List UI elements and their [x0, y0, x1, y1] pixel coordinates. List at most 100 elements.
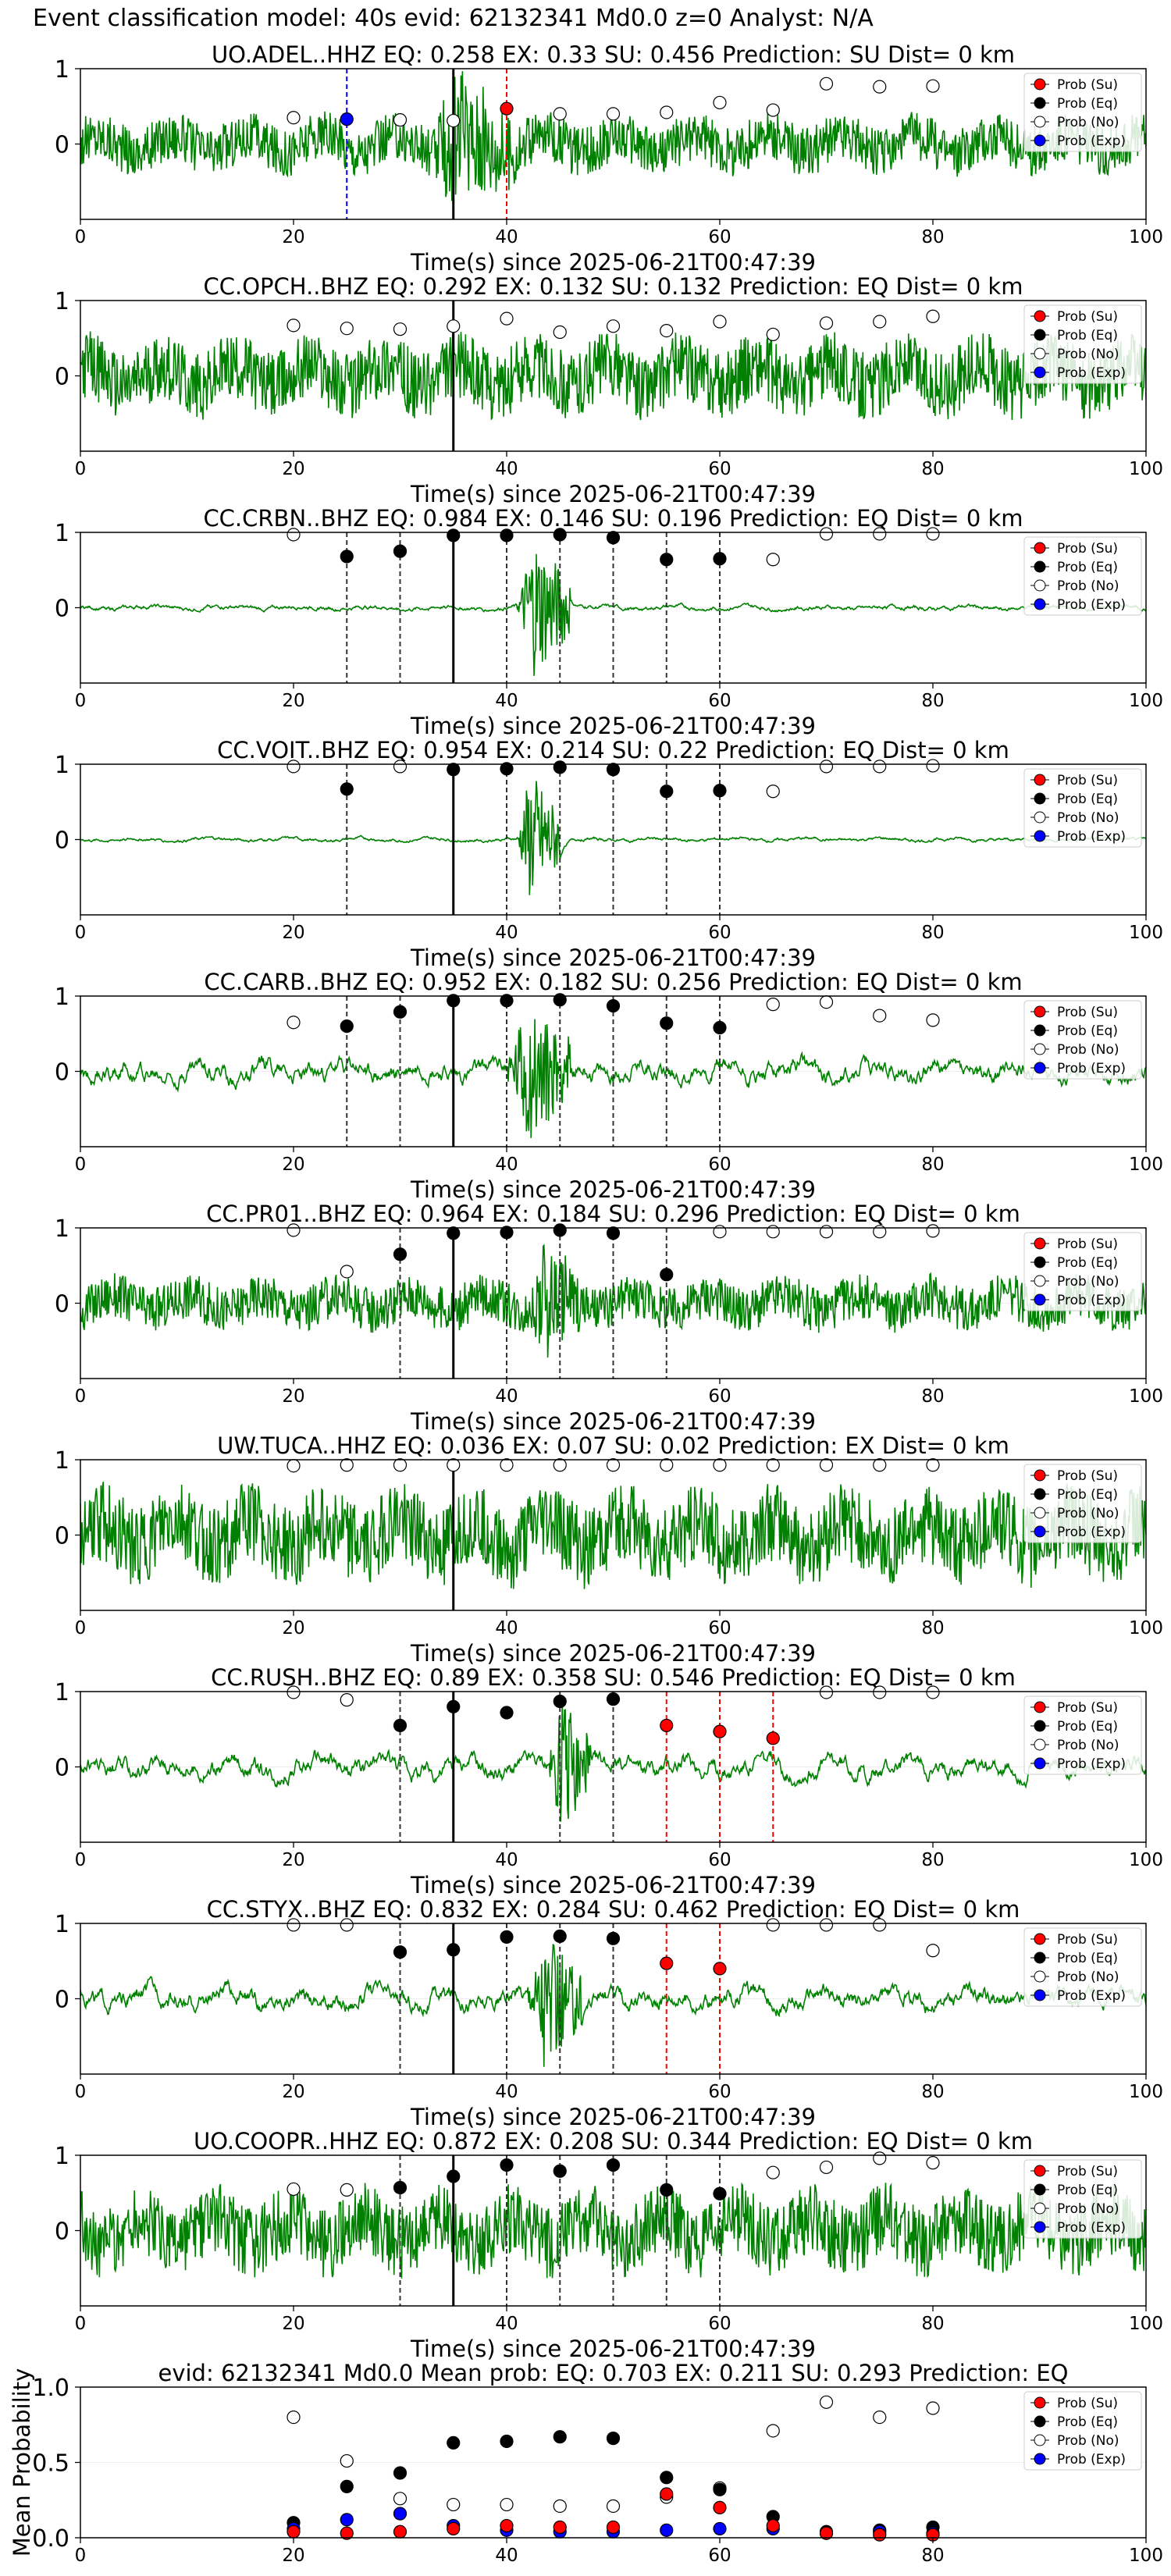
mean-prob-point-no [873, 2411, 887, 2425]
prob-point-no [766, 1225, 780, 1239]
waveform-trace [80, 1943, 1146, 2067]
legend-label: Prob (Su) [1057, 1005, 1118, 1020]
prob-point-no [393, 760, 408, 774]
prob-point-no [766, 785, 780, 799]
legend-label: Prob (Exp) [1057, 2220, 1126, 2236]
legend-box [1023, 1464, 1142, 1543]
x-tick-label: 40 [495, 691, 518, 711]
x-tick-label: 40 [495, 227, 518, 247]
prob-point-eq [553, 1929, 567, 1944]
prob-point-no [287, 1685, 301, 1699]
x-tick-label: 100 [1129, 1155, 1163, 1175]
legend-marker-su [1034, 1469, 1046, 1482]
prob-point-eq [340, 550, 354, 564]
x-tick-label: 20 [282, 1386, 304, 1407]
x-tick-label: 40 [495, 1850, 518, 1870]
prob-point-eq [393, 1247, 408, 1261]
prob-point-eq [500, 762, 514, 776]
legend-box [1023, 536, 1142, 616]
legend-label: Prob (No) [1057, 1738, 1119, 1753]
legend: Prob (Su) Prob (Eq) Prob (No) Prob (Exp) [1023, 73, 1142, 152]
mean-prob-point-no [553, 2499, 567, 2514]
y-tick-label: 1.0 [32, 2375, 69, 2402]
prob-point-no [340, 1265, 354, 1279]
mean-prob-point-su [500, 2518, 514, 2533]
prob-point-eq [553, 528, 567, 542]
prob-point-no [873, 315, 887, 329]
prob-point-no [393, 322, 408, 336]
prob-point-no [819, 995, 834, 1009]
y-tick-label: 1 [55, 520, 69, 547]
x-axis-label: Time(s) since 2025-06-21T00:47:39 [410, 249, 816, 276]
x-tick-label: 80 [921, 1850, 944, 1870]
legend-marker-no [1034, 1275, 1046, 1287]
mean-prob-point-su [873, 2528, 887, 2542]
x-tick-label: 40 [495, 459, 518, 479]
legend-box [1023, 768, 1142, 848]
x-tick-label: 80 [921, 923, 944, 943]
mean-prob-point-su [606, 2520, 621, 2535]
prob-point-eq [553, 1223, 567, 1237]
legend-label: Prob (Exp) [1057, 1293, 1126, 1308]
prob-point-su [660, 1718, 674, 1733]
x-tick-label: 80 [921, 2314, 944, 2334]
prob-point-no [660, 324, 674, 338]
legend-marker-eq [1034, 2415, 1046, 2428]
prob-point-eq [713, 784, 727, 798]
mean-prob-point-no [340, 2453, 354, 2468]
legend-marker-su [1034, 2165, 1046, 2177]
legend-label: Prob (Eq) [1057, 560, 1118, 575]
prob-point-eq [713, 552, 727, 566]
x-axis-label: Time(s) since 2025-06-21T00:47:39 [410, 1872, 816, 1898]
prob-point-no [819, 76, 834, 91]
x-axis-label: Time(s) since 2025-06-21T00:47:39 [410, 481, 816, 507]
mean-prob-point-eq [340, 2479, 354, 2493]
x-tick-label: 0 [75, 2082, 87, 2102]
y-tick-label: 1 [55, 1215, 69, 1243]
prob-point-eq [447, 1699, 461, 1713]
y-tick-label: 1 [55, 1911, 69, 1938]
legend-marker-eq [1034, 2183, 1046, 2196]
x-tick-label: 0 [75, 691, 87, 711]
prob-point-no [819, 316, 834, 330]
prob-point-eq [606, 763, 621, 777]
legend-marker-exp [1034, 134, 1046, 147]
y-tick-label: 1 [55, 56, 69, 84]
x-tick-label: 80 [921, 2082, 944, 2102]
prob-point-no [926, 759, 940, 773]
panel-title: CC.CARB..BHZ EQ: 0.952 EX: 0.182 SU: 0.2… [204, 969, 1022, 995]
legend-label: Prob (Su) [1057, 309, 1118, 325]
y-axis-label: Mean Probability [9, 2368, 35, 2557]
x-tick-label: 60 [708, 2082, 731, 2102]
panel-title: UW.TUCA..HHZ EQ: 0.036 EX: 0.07 SU: 0.02… [217, 1432, 1009, 1459]
legend-marker-no [1034, 347, 1046, 360]
x-tick-label: 20 [282, 691, 304, 711]
prob-point-no [766, 2165, 780, 2179]
prob-point-no [926, 1458, 940, 1472]
legend-label: Prob (Eq) [1057, 2183, 1118, 2198]
panel-7: CC.RUSH..BHZ EQ: 0.89 EX: 0.358 SU: 0.54… [55, 1664, 1163, 1898]
legend-label: Prob (No) [1057, 578, 1119, 594]
x-tick-label: 40 [495, 2082, 518, 2102]
legend-label: Prob (Su) [1057, 77, 1118, 93]
legend-marker-no [1034, 2202, 1046, 2215]
prob-point-no [500, 1458, 514, 1472]
prob-point-no [873, 1225, 887, 1239]
legend-label: Prob (No) [1057, 115, 1119, 130]
legend-label: Prob (Exp) [1057, 2452, 1126, 2467]
panel-title: CC.VOIT..BHZ EQ: 0.954 EX: 0.214 SU: 0.2… [217, 737, 1009, 763]
legend-marker-exp [1034, 1525, 1046, 1538]
prob-point-eq [606, 998, 621, 1013]
prob-point-eq [447, 994, 461, 1008]
waveform-trace [80, 1699, 1146, 1822]
mean-prob-point-no [606, 2499, 621, 2514]
legend-marker-eq [1034, 97, 1046, 109]
x-tick-label: 100 [1129, 459, 1163, 479]
x-tick-label: 40 [495, 2314, 518, 2334]
legend-marker-no [1034, 1738, 1046, 1751]
prob-point-no [713, 315, 727, 329]
legend-marker-su [1034, 2396, 1046, 2409]
legend-marker-no [1034, 579, 1046, 592]
prob-point-no [873, 1458, 887, 1472]
prob-point-no [926, 79, 940, 93]
